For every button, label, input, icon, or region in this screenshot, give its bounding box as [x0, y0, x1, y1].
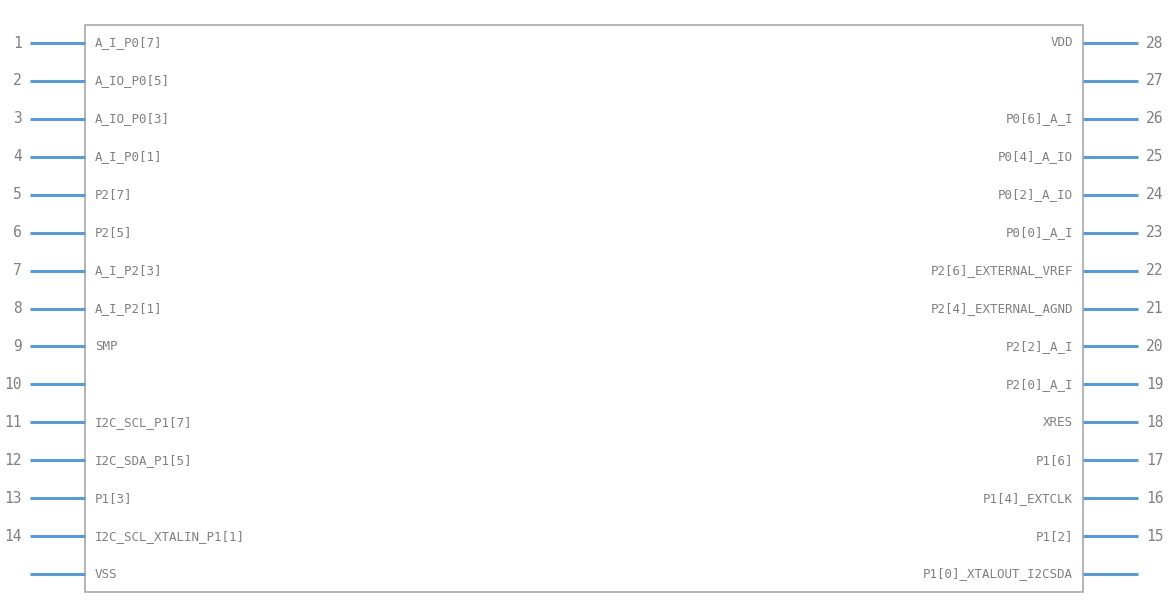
- Text: 3: 3: [13, 111, 22, 126]
- Text: 2: 2: [13, 73, 22, 88]
- Bar: [85, 25, 1083, 592]
- Text: 17: 17: [1146, 453, 1163, 468]
- Text: 5: 5: [13, 187, 22, 202]
- Text: 23: 23: [1146, 225, 1163, 240]
- Text: 27: 27: [1146, 73, 1163, 88]
- Text: P0[4]_A_IO: P0[4]_A_IO: [997, 151, 1073, 163]
- Text: P1[4]_EXTCLK: P1[4]_EXTCLK: [983, 491, 1073, 505]
- Text: 7: 7: [13, 263, 22, 278]
- Text: P1[6]: P1[6]: [1036, 453, 1073, 467]
- Text: 6: 6: [13, 225, 22, 240]
- Text: P2[4]_EXTERNAL_AGND: P2[4]_EXTERNAL_AGND: [931, 302, 1073, 315]
- Text: 25: 25: [1146, 149, 1163, 164]
- Text: A_I_P2[3]: A_I_P2[3]: [95, 264, 162, 277]
- Text: P1[2]: P1[2]: [1036, 529, 1073, 543]
- Text: I2C_SCL_P1[7]: I2C_SCL_P1[7]: [95, 416, 193, 429]
- Text: I2C_SDA_P1[5]: I2C_SDA_P1[5]: [95, 453, 193, 467]
- Text: P2[5]: P2[5]: [95, 226, 132, 239]
- Text: 19: 19: [1146, 377, 1163, 392]
- Text: SMP: SMP: [95, 340, 118, 353]
- Text: 26: 26: [1146, 111, 1163, 126]
- Text: 16: 16: [1146, 491, 1163, 506]
- Text: 28: 28: [1146, 35, 1163, 51]
- Text: 15: 15: [1146, 529, 1163, 543]
- Text: 20: 20: [1146, 339, 1163, 354]
- Text: A_I_P2[1]: A_I_P2[1]: [95, 302, 162, 315]
- Text: P1[3]: P1[3]: [95, 491, 132, 505]
- Text: XRES: XRES: [1043, 416, 1073, 429]
- Text: 14: 14: [5, 529, 22, 543]
- Text: 18: 18: [1146, 415, 1163, 430]
- Text: 9: 9: [13, 339, 22, 354]
- Text: 8: 8: [13, 301, 22, 316]
- Text: VDD: VDD: [1050, 37, 1073, 50]
- Text: P2[0]_A_I: P2[0]_A_I: [1006, 378, 1073, 391]
- Text: 22: 22: [1146, 263, 1163, 278]
- Text: 11: 11: [5, 415, 22, 430]
- Text: A_I_P0[1]: A_I_P0[1]: [95, 151, 162, 163]
- Text: P2[6]_EXTERNAL_VREF: P2[6]_EXTERNAL_VREF: [931, 264, 1073, 277]
- Text: P0[0]_A_I: P0[0]_A_I: [1006, 226, 1073, 239]
- Text: 1: 1: [13, 35, 22, 51]
- Text: 4: 4: [13, 149, 22, 164]
- Text: A_IO_P0[5]: A_IO_P0[5]: [95, 75, 171, 88]
- Text: P1[0]_XTALOUT_I2CSDA: P1[0]_XTALOUT_I2CSDA: [923, 567, 1073, 581]
- Text: 10: 10: [5, 377, 22, 392]
- Text: 13: 13: [5, 491, 22, 506]
- Text: P0[6]_A_I: P0[6]_A_I: [1006, 113, 1073, 125]
- Text: A_IO_P0[3]: A_IO_P0[3]: [95, 113, 171, 125]
- Text: P0[2]_A_IO: P0[2]_A_IO: [997, 188, 1073, 201]
- Text: VSS: VSS: [95, 567, 118, 581]
- Text: 21: 21: [1146, 301, 1163, 316]
- Text: I2C_SCL_XTALIN_P1[1]: I2C_SCL_XTALIN_P1[1]: [95, 529, 245, 543]
- Text: P2[2]_A_I: P2[2]_A_I: [1006, 340, 1073, 353]
- Text: A_I_P0[7]: A_I_P0[7]: [95, 37, 162, 50]
- Text: P2[7]: P2[7]: [95, 188, 132, 201]
- Text: 24: 24: [1146, 187, 1163, 202]
- Text: 12: 12: [5, 453, 22, 468]
